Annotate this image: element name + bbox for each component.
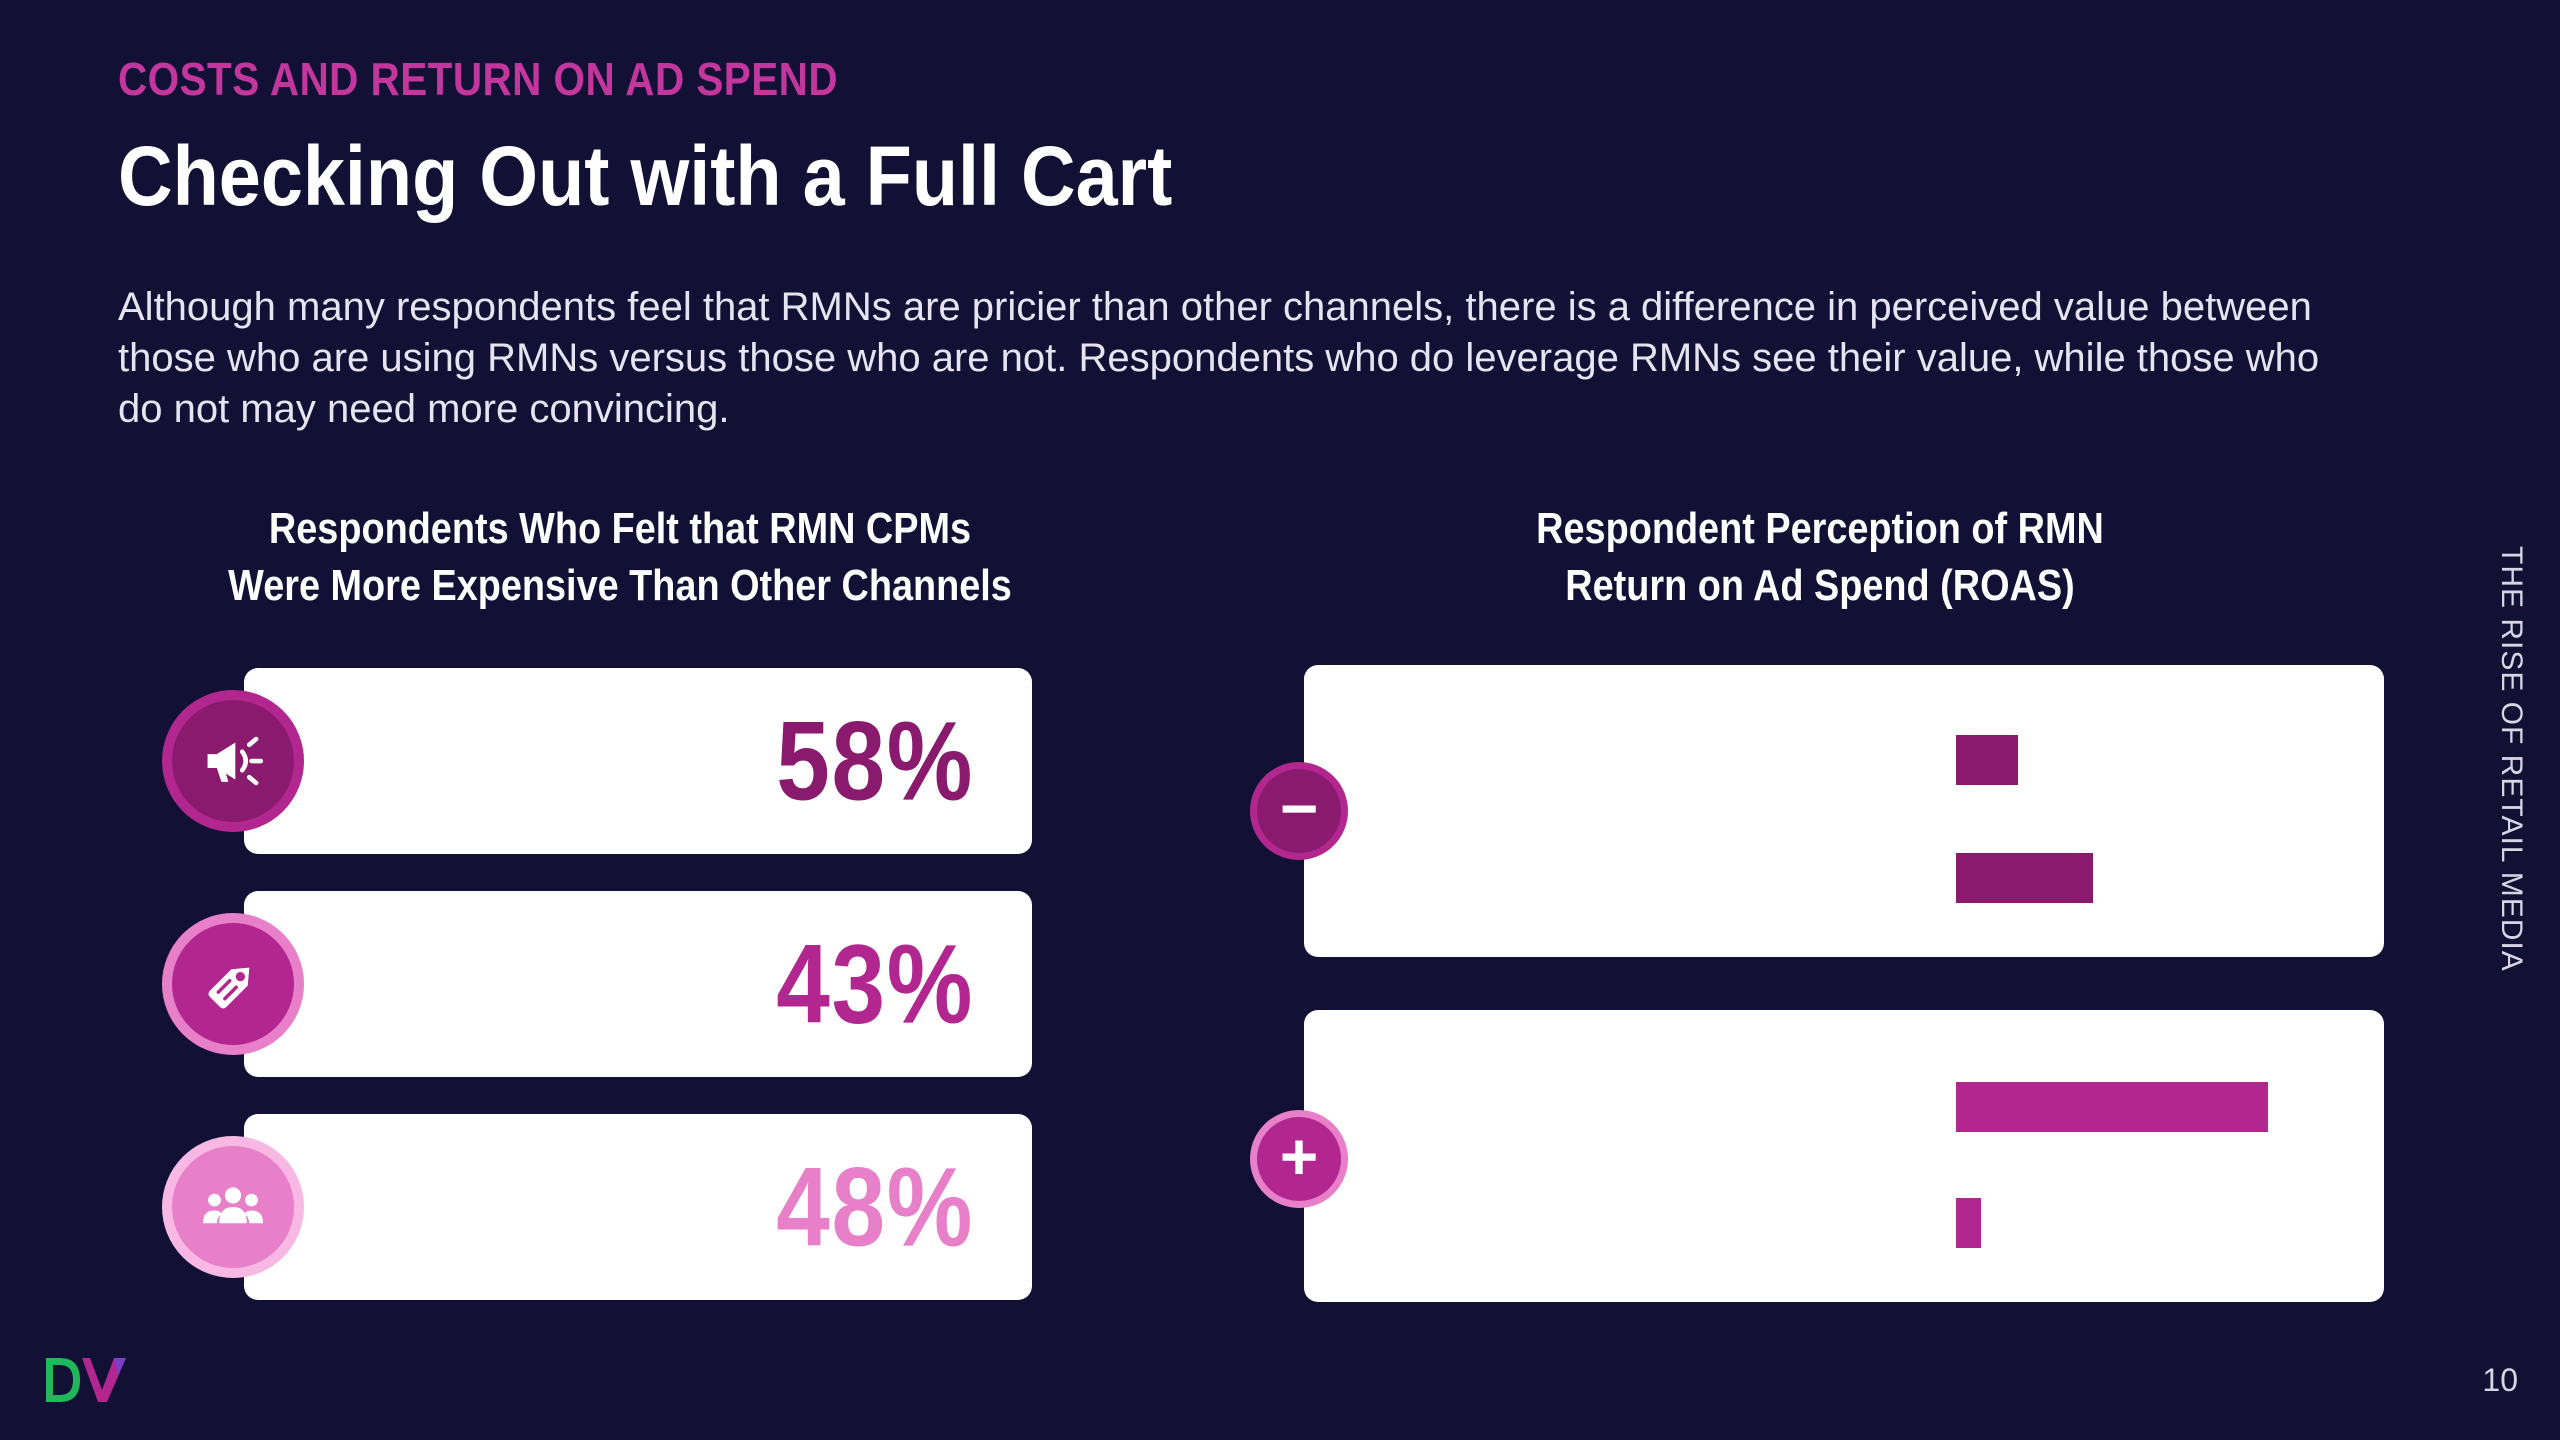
- bar-row: [1304, 1198, 2384, 1248]
- sign-glyph: +: [1279, 1119, 1319, 1193]
- bar: [1956, 735, 2018, 785]
- page-title: Checking Out with a Full Cart: [118, 129, 1173, 223]
- stat-value: 48%: [776, 1144, 974, 1270]
- left-panel-title-line1: Respondents Who Felt that RMN CPMs: [268, 504, 972, 553]
- stat-value: 58%: [776, 698, 974, 824]
- sidebar-publication-title: THE RISE OF RETAIL MEDIA: [2495, 546, 2528, 972]
- bar-row: [1304, 1082, 2384, 1132]
- roas-card-positive: [1304, 1010, 2384, 1302]
- section-kicker: COSTS AND RETURN ON AD SPEND: [118, 53, 839, 105]
- bar-row: [1304, 853, 2384, 903]
- left-panel-title: Respondents Who Felt that RMN CPMs Were …: [150, 500, 1090, 614]
- roas-card-negative: [1304, 665, 2384, 957]
- intro-paragraph: Although many respondents feel that RMNs…: [118, 285, 2320, 431]
- page-number: 10: [2482, 1362, 2518, 1398]
- bar: [1956, 1082, 2268, 1132]
- left-panel-title-line2: Were More Expensive Than Other Channels: [228, 561, 1012, 610]
- stat-card: 58%: [244, 668, 1032, 854]
- right-panel-title: Respondent Perception of RMN Return on A…: [1380, 500, 2260, 614]
- minus-icon: −: [1250, 762, 1348, 860]
- price-tag-icon: [162, 913, 304, 1055]
- right-panel-title-line2: Return on Ad Spend (ROAS): [1565, 561, 2075, 610]
- bar: [1956, 853, 2093, 903]
- sign-glyph: −: [1279, 771, 1319, 845]
- stat-value: 43%: [776, 921, 974, 1047]
- stat-card: 43%: [244, 891, 1032, 1077]
- right-panel-title-line1: Respondent Perception of RMN: [1536, 504, 2104, 553]
- bar: [1956, 1198, 1981, 1248]
- stat-card: 48%: [244, 1114, 1032, 1300]
- dv-logo: [46, 1358, 126, 1402]
- megaphone-icon: [162, 690, 304, 832]
- plus-icon: +: [1250, 1110, 1348, 1208]
- bar-row: [1304, 735, 2384, 785]
- people-group-icon: [162, 1136, 304, 1278]
